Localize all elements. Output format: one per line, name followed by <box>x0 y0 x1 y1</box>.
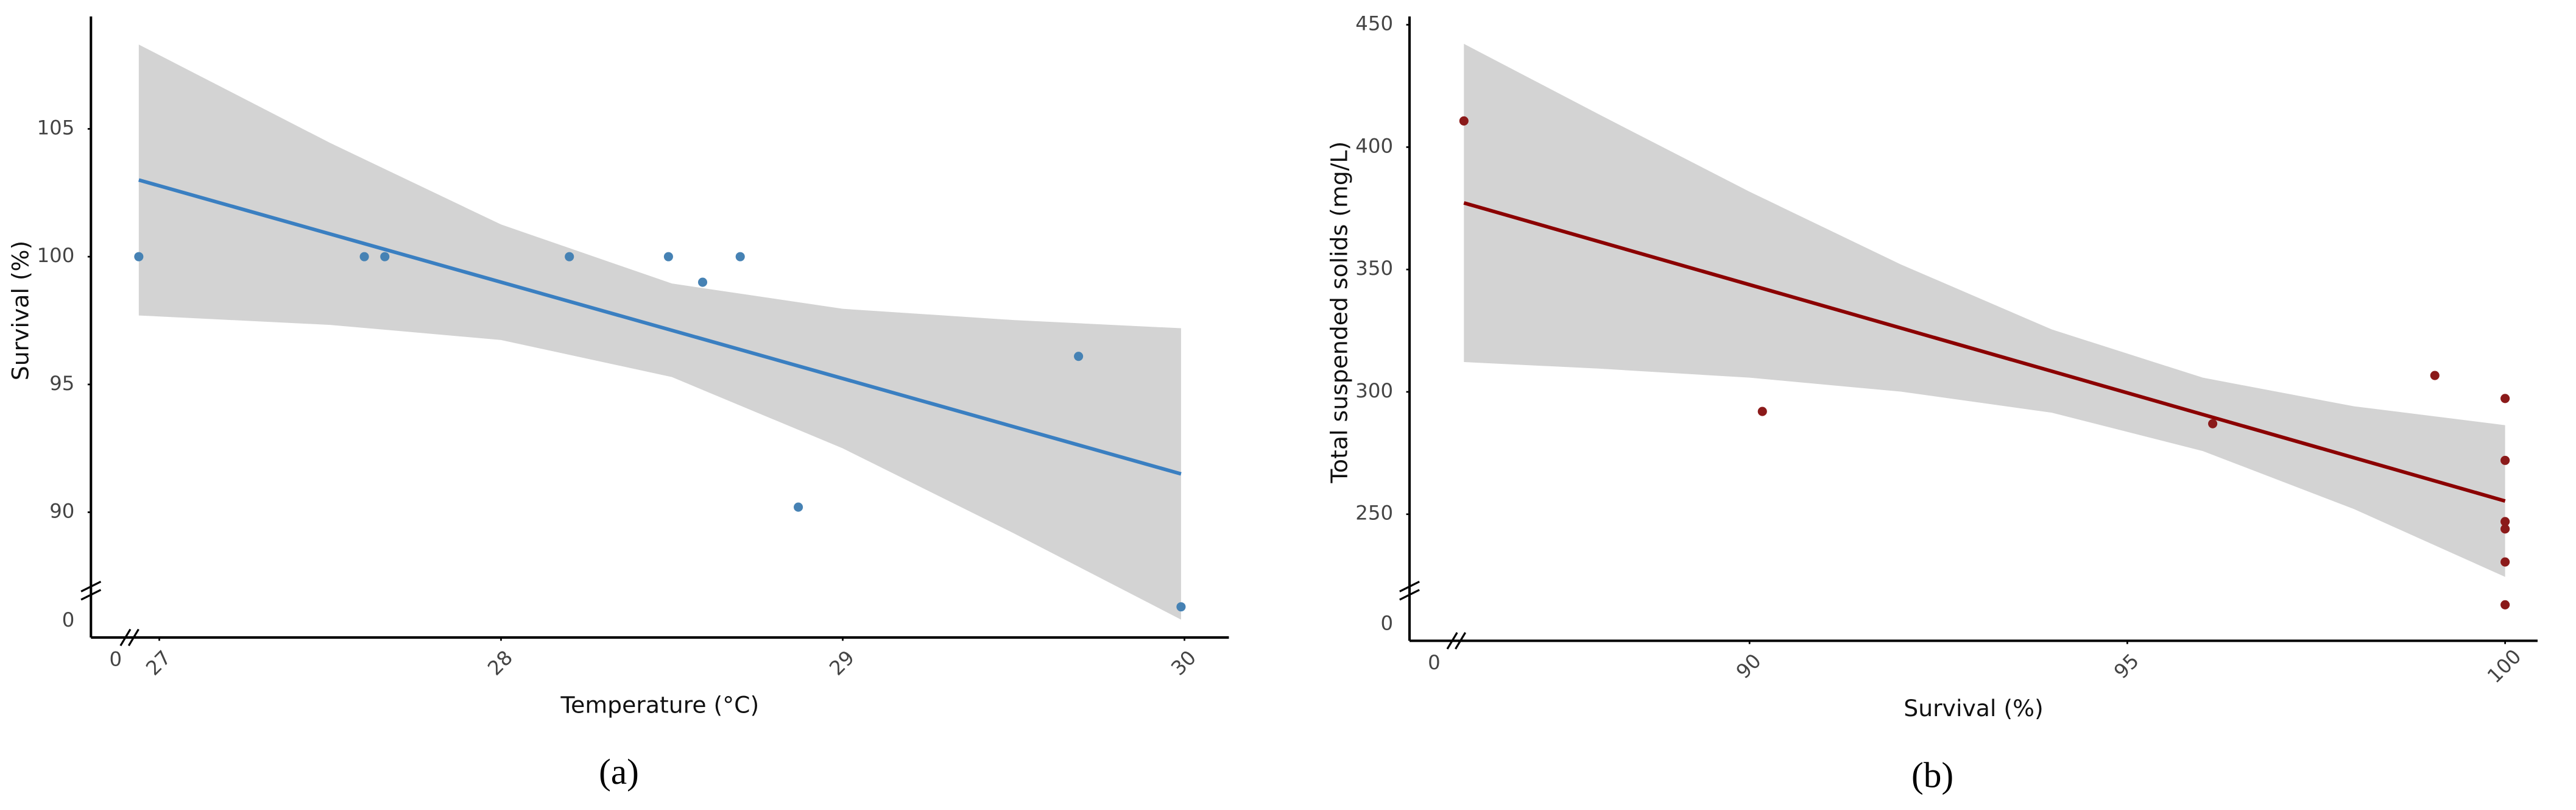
y-axis-title: Survival (%) <box>7 241 34 380</box>
point <box>359 252 369 261</box>
point <box>2430 371 2440 380</box>
point <box>735 252 745 261</box>
point <box>1459 116 1469 126</box>
point <box>663 252 673 261</box>
y-tick-label: 90 <box>49 499 74 522</box>
x-tick-label: 90 <box>1732 649 1766 683</box>
confidence-band <box>138 44 1181 620</box>
point <box>2500 394 2510 403</box>
caption: (b) <box>1911 755 1953 795</box>
point <box>2500 524 2510 534</box>
x-tick-label: 27 <box>141 646 175 680</box>
point <box>2500 517 2510 527</box>
point <box>565 252 574 261</box>
x-axis-title: Survival (%) <box>1904 695 2043 722</box>
y-tick-label: 350 <box>1355 257 1393 280</box>
fit-line <box>138 178 1182 476</box>
point <box>2208 419 2218 428</box>
x-break-label: 0 <box>109 648 122 671</box>
y-break-label: 0 <box>62 608 75 631</box>
y-break-label: 0 <box>1380 611 1393 634</box>
x-tick-label: 29 <box>825 646 859 680</box>
fit-line <box>1463 201 2506 503</box>
y-tick-label: 450 <box>1355 12 1393 35</box>
y-tick-label: 400 <box>1355 134 1393 157</box>
caption: (a) <box>599 751 639 792</box>
y-tick-label: 100 <box>37 244 75 267</box>
y-tick-label: 105 <box>37 116 75 139</box>
point <box>794 502 803 512</box>
y-tick-label: 250 <box>1355 502 1393 525</box>
x-tick-label: 28 <box>483 646 517 680</box>
x-tick-label: 95 <box>2109 649 2144 683</box>
point <box>1074 352 1084 361</box>
point <box>380 252 390 261</box>
x-tick-label: 30 <box>1166 646 1201 680</box>
confidence-band <box>1464 43 2505 577</box>
point <box>2500 557 2510 567</box>
x-break-label: 0 <box>1428 651 1441 674</box>
point <box>697 277 708 287</box>
point <box>1176 602 1186 612</box>
y-tick-label: 300 <box>1355 379 1393 402</box>
axis-breaks <box>80 580 1467 650</box>
point <box>1757 407 1767 416</box>
x-axis-title: Temperature (°C) <box>560 692 760 719</box>
y-tick-label: 95 <box>49 372 74 395</box>
x-tick-label: 100 <box>2483 645 2526 688</box>
point <box>2500 455 2510 465</box>
point <box>2500 600 2510 609</box>
point <box>134 252 144 261</box>
y-axis-title: Total suspended solids (mg/L) <box>1325 141 1352 484</box>
